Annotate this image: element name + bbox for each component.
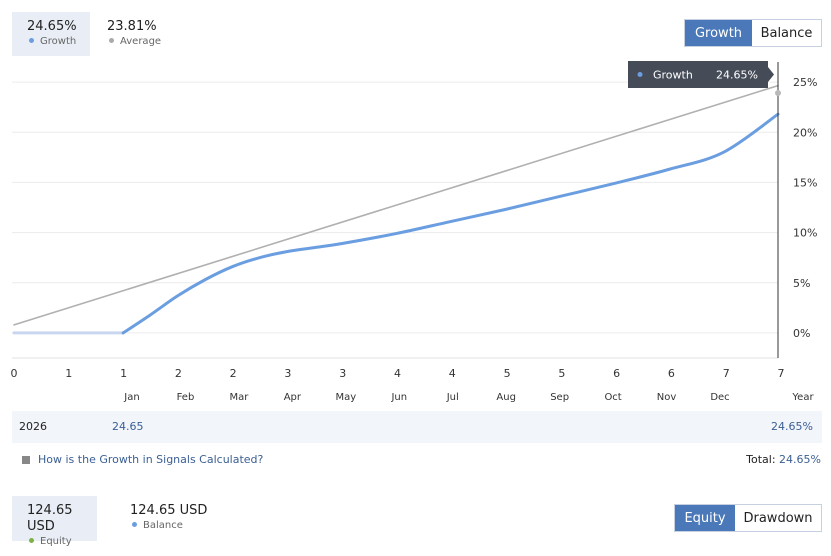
equity-value: 124.65 USD [27, 503, 73, 534]
tooltip-dot-icon [637, 72, 643, 77]
tab-growth[interactable]: Growth [685, 20, 752, 46]
x-month-label: Sep [550, 392, 569, 403]
tooltip-pointer [768, 67, 774, 82]
series-line-average [13, 84, 779, 326]
growth-chart: 0% 5% 10% 15% 20% 25% 0 1 1 2 2 3 3 4 4 5 5 6 6 7 7 Jan Feb Ma… [11, 61, 817, 403]
equity-stat[interactable]: 124.65 USD Equity [12, 496, 97, 547]
total-value: 24.65% [779, 453, 821, 466]
x-month-label: Oct [604, 392, 621, 403]
average-label: Average [120, 36, 162, 47]
x-tick-label: 1 [65, 367, 72, 380]
year-row: 2026 24.65 24.65% [12, 411, 822, 443]
balance-label: Balance [143, 520, 183, 531]
x-tick-label: 5 [558, 367, 565, 380]
x-tick-label: 3 [284, 367, 291, 380]
y-tick-label: 10% [793, 227, 817, 240]
y-tick-label: 20% [793, 126, 817, 139]
growth-label: Growth [40, 36, 77, 47]
growth-dot-icon [29, 38, 34, 43]
x-tick-label: 2 [175, 367, 182, 380]
x-month-label: Feb [177, 392, 195, 403]
x-tick-label: 6 [668, 367, 675, 380]
x-month-label: Nov [657, 392, 677, 403]
tooltip: Growth 24.65% [628, 61, 774, 88]
bottom-toggle: Equity Drawdown [674, 504, 822, 532]
y-tick-label: 15% [793, 176, 817, 189]
average-value: 23.81% [107, 19, 157, 34]
total-label: Total: [746, 453, 776, 466]
equity-label: Equity [40, 536, 72, 547]
year-value-cell[interactable]: 24.65 [112, 420, 144, 433]
x-month-label: May [335, 392, 356, 403]
x-month-label: Jan [123, 392, 139, 403]
tab-balance[interactable]: Balance [752, 20, 821, 46]
total: Total: 24.65% [746, 453, 821, 466]
year-cell: 2026 [19, 420, 47, 433]
x-year-label: Year [791, 392, 814, 403]
balance-value: 124.65 USD [130, 503, 208, 518]
growth-stat[interactable]: 24.65% Growth [12, 12, 90, 56]
equity-dot-icon [29, 538, 34, 543]
balance-dot-icon [132, 522, 137, 527]
y-tick-label: 25% [793, 76, 817, 89]
x-month-label: Aug [496, 392, 516, 403]
tooltip-box [628, 61, 768, 88]
help-icon [22, 455, 30, 464]
x-month-label: Jul [446, 392, 459, 403]
x-tick-label: 2 [230, 367, 237, 380]
x-tick-label: 0 [11, 367, 18, 380]
x-month-label: Mar [229, 392, 249, 403]
x-month-label: Apr [284, 392, 302, 403]
x-tick-label: 6 [613, 367, 620, 380]
x-tick-label: 3 [339, 367, 346, 380]
x-tick-label: 7 [778, 367, 785, 380]
series-line-growth [121, 112, 780, 335]
y-tick-label: 0% [793, 327, 810, 340]
help-link-text[interactable]: How is the Growth in Signals Calculated? [38, 453, 264, 466]
cursor-point [775, 90, 781, 96]
balance-stat[interactable]: 124.65 USD Balance [130, 496, 215, 541]
x-tick-label: 1 [120, 367, 127, 380]
x-month-label: Dec [710, 392, 729, 403]
x-month-label: Jun [390, 392, 407, 403]
average-stat[interactable]: 23.81% Average [107, 12, 177, 56]
average-dot-icon [109, 38, 114, 43]
tooltip-value: 24.65% [716, 69, 758, 82]
tooltip-label: Growth [653, 69, 693, 82]
chart-type-toggle: Growth Balance [684, 19, 822, 47]
x-tick-label: 5 [504, 367, 511, 380]
help-link[interactable]: How is the Growth in Signals Calculated? [22, 453, 263, 466]
tab-equity[interactable]: Equity [675, 505, 735, 531]
year-total-cell: 24.65% [771, 420, 813, 433]
growth-value: 24.65% [27, 19, 77, 34]
y-tick-label: 5% [793, 277, 810, 290]
x-tick-label: 7 [723, 367, 730, 380]
x-tick-label: 4 [394, 367, 401, 380]
tab-drawdown[interactable]: Drawdown [735, 505, 821, 531]
x-tick-label: 4 [449, 367, 456, 380]
